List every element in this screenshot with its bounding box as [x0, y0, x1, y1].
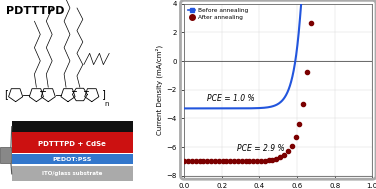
Point — [227, 160, 233, 163]
Point — [296, 123, 302, 126]
Point — [262, 159, 268, 162]
Point — [281, 153, 287, 156]
Point — [200, 160, 206, 163]
Point — [246, 160, 252, 163]
Legend: Before annealing, After annealing: Before annealing, After annealing — [187, 7, 249, 21]
Point — [277, 156, 283, 159]
Point — [254, 160, 260, 163]
Point — [273, 157, 279, 160]
Point — [265, 159, 271, 162]
Text: ]: ] — [101, 90, 105, 99]
Point — [231, 160, 237, 163]
Point — [300, 102, 306, 105]
Point — [285, 150, 291, 153]
Text: PEDOT:PSS: PEDOT:PSS — [53, 157, 92, 162]
Point — [223, 160, 229, 163]
Point — [270, 158, 276, 161]
Point — [204, 160, 210, 163]
Point — [181, 160, 187, 163]
Point — [293, 136, 299, 139]
Point — [308, 22, 314, 25]
Point — [208, 160, 214, 163]
Point — [239, 160, 245, 163]
Point — [216, 160, 222, 163]
FancyBboxPatch shape — [12, 154, 133, 164]
Point — [235, 160, 241, 163]
Point — [250, 160, 256, 163]
Point — [185, 160, 191, 163]
Point — [189, 160, 195, 163]
Text: PCE = 1.0 %: PCE = 1.0 % — [207, 94, 255, 103]
Point — [193, 160, 199, 163]
Text: n: n — [104, 101, 109, 107]
FancyBboxPatch shape — [12, 121, 133, 132]
FancyBboxPatch shape — [12, 132, 133, 153]
Text: ITO/glass substrate: ITO/glass substrate — [42, 171, 103, 176]
Point — [258, 160, 264, 163]
Point — [220, 160, 226, 163]
Text: PCE = 2.9 %: PCE = 2.9 % — [237, 144, 285, 153]
Point — [212, 160, 218, 163]
Text: PDTTTPD: PDTTTPD — [6, 6, 64, 16]
FancyBboxPatch shape — [12, 166, 133, 181]
Point — [289, 144, 295, 147]
Point — [304, 71, 310, 74]
Bar — [0, 147, 11, 163]
Y-axis label: Current Density (mA/cm²): Current Density (mA/cm²) — [156, 45, 164, 135]
Point — [243, 160, 249, 163]
Text: PDTTTPD + CdSe: PDTTTPD + CdSe — [38, 141, 106, 147]
Point — [197, 160, 203, 163]
Text: [: [ — [4, 90, 8, 99]
